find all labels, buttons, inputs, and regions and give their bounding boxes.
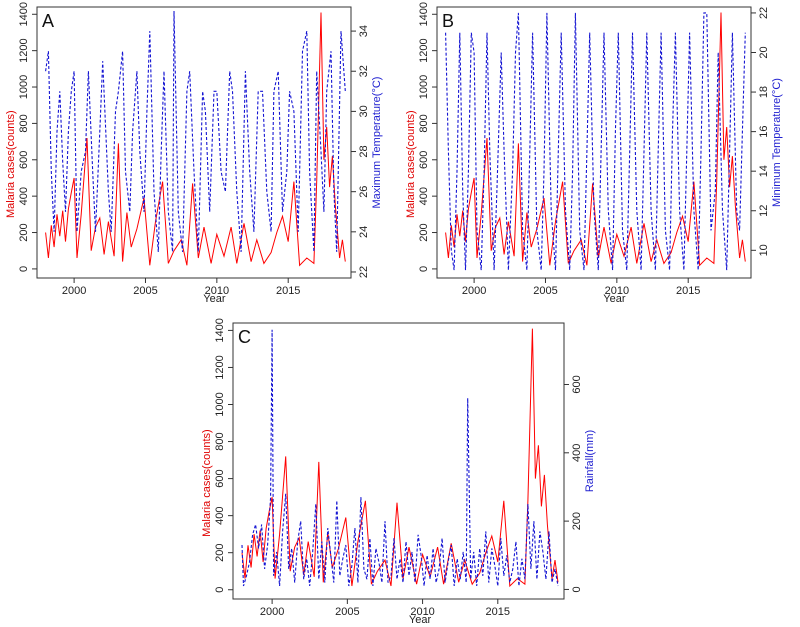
y-right-tick-label: 28 [358, 145, 370, 157]
y-left-tick-label: 1000 [418, 75, 430, 99]
y-left-tick-label: 0 [18, 266, 30, 272]
y-left-tick-label: 0 [418, 266, 430, 272]
x-tick-label: 2015 [486, 606, 510, 618]
x-tick-label: 2005 [133, 285, 157, 297]
x-axis-title: Year [409, 614, 432, 626]
y-left-axis-title: Malaria cases(counts) [5, 110, 17, 218]
y-right-axis-title: Rainfall(mm) [584, 430, 596, 492]
x-tick-label: 2010 [605, 285, 629, 297]
y-left-tick-label: 1200 [18, 38, 30, 62]
y-left-tick-label: 1400 [18, 2, 30, 26]
malaria-series-line [241, 328, 559, 588]
y-right-tick-label: 10 [758, 244, 770, 256]
y-left-tick-label: 1200 [418, 38, 430, 62]
x-tick-label: 2000 [62, 285, 86, 297]
climate-series-line [45, 10, 346, 252]
y-right-tick-label: 16 [758, 125, 770, 137]
climate-series-line [241, 329, 559, 587]
y-right-tick-label: 18 [758, 86, 770, 98]
x-axis-title: Year [203, 293, 226, 305]
y-right-axis-title: Minimum Temperature(°C) [771, 78, 783, 207]
y-left-tick-label: 200 [418, 223, 430, 241]
malaria-series-line [45, 12, 346, 267]
y-left-tick-label: 800 [18, 114, 30, 132]
x-tick-label: 2000 [462, 285, 486, 297]
plot-frame [436, 6, 752, 279]
y-right-tick-label: 600 [571, 375, 583, 393]
y-left-tick-label: 200 [214, 544, 226, 562]
y-left-tick-label: 400 [214, 506, 226, 524]
y-right-tick-label: 34 [358, 25, 370, 37]
y-left-tick-label: 400 [418, 187, 430, 205]
panel-label: B [442, 11, 454, 31]
y-left-tick-label: 200 [18, 223, 30, 241]
y-left-tick-label: 600 [214, 469, 226, 487]
x-tick-label: 2010 [410, 606, 434, 618]
y-right-tick-label: 32 [358, 65, 370, 77]
y-right-tick-label: 26 [358, 186, 370, 198]
y-right-tick-label: 20 [758, 46, 770, 58]
y-left-tick-label: 1400 [214, 318, 226, 342]
y-left-tick-label: 600 [18, 151, 30, 169]
y-right-tick-label: 400 [571, 444, 583, 462]
panel-a: 2000 2005 2010 2015 0 200 400 600 800 1000 1200 140… [5, 2, 383, 305]
y-left-tick-label: 0 [214, 587, 226, 593]
y-right-tick-label: 22 [758, 7, 770, 19]
x-tick-label: 2000 [260, 606, 284, 618]
x-tick-label: 2015 [676, 285, 700, 297]
y-right-tick-label: 12 [758, 205, 770, 217]
y-right-tick-label: 24 [358, 226, 370, 238]
y-right-tick-label: 22 [358, 266, 370, 278]
y-left-tick-label: 800 [418, 114, 430, 132]
x-tick-label: 2005 [335, 606, 359, 618]
y-right-tick-label: 0 [571, 586, 583, 592]
y-left-tick-label: 1400 [418, 2, 430, 26]
x-tick-label: 2005 [533, 285, 557, 297]
y-right-tick-label: 30 [358, 105, 370, 117]
y-left-axis-title: Malaria cases(counts) [201, 429, 213, 537]
y-right-axis-title: Maximum Temperature(°C) [371, 77, 383, 209]
y-left-tick-label: 1000 [214, 392, 226, 416]
y-right-tick-label: 200 [571, 512, 583, 530]
y-left-tick-label: 1200 [214, 355, 226, 379]
x-axis-title: Year [603, 293, 626, 305]
y-left-tick-label: 1000 [18, 75, 30, 99]
panel-label: C [238, 327, 251, 347]
panel-b: 2000 2005 2010 2015020040060080010001200140… [405, 2, 783, 305]
plot-frame [36, 6, 352, 279]
y-left-axis-title: Malaria cases(counts) [405, 110, 417, 218]
y-left-tick-label: 400 [18, 187, 30, 205]
y-right-tick-label: 14 [758, 165, 770, 177]
plot-frame [232, 322, 565, 600]
panel-c: 2000 2005 2010 2015020040060080010001200140… [201, 318, 596, 626]
x-tick-label: 2015 [276, 285, 300, 297]
panel-label: A [42, 11, 54, 31]
y-left-tick-label: 600 [418, 151, 430, 169]
y-left-tick-label: 800 [214, 432, 226, 450]
x-tick-label: 2010 [205, 285, 229, 297]
